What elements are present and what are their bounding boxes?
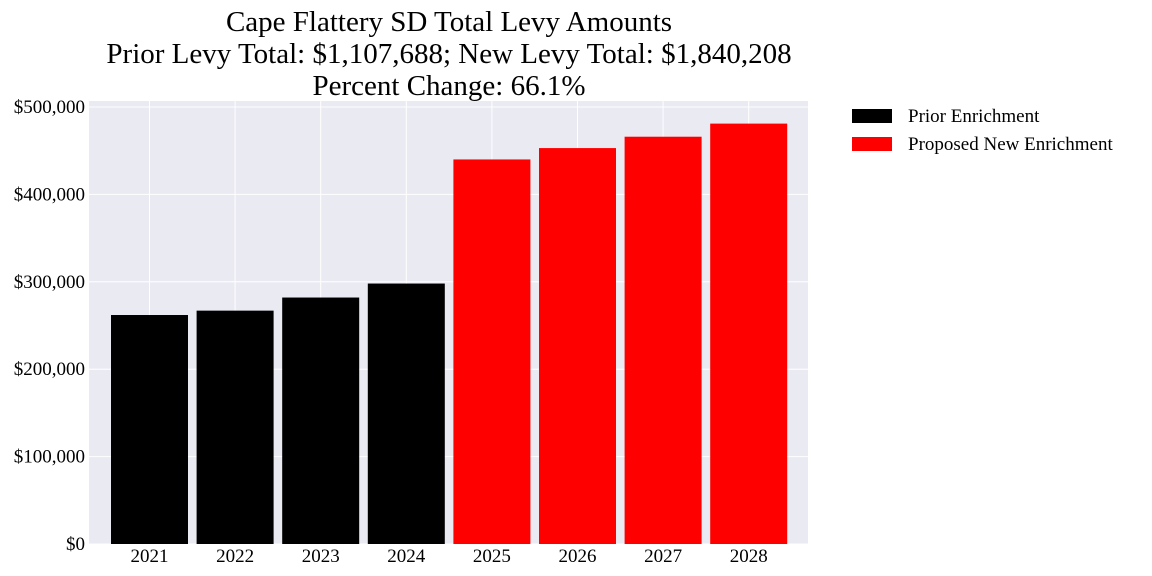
x-tick-label: 2028 xyxy=(730,546,768,567)
y-tick-label: $200,000 xyxy=(14,359,85,380)
bar xyxy=(367,283,445,544)
y-tick-label: $500,000 xyxy=(14,97,85,118)
bar xyxy=(539,148,616,544)
x-tick-label: 2026 xyxy=(559,546,597,567)
bar xyxy=(624,136,702,544)
bars xyxy=(111,123,788,544)
bar xyxy=(453,159,531,544)
bar xyxy=(282,297,360,544)
legend-swatch xyxy=(852,109,892,123)
legend: Prior Enrichment Proposed New Enrichment xyxy=(852,106,1113,155)
chart-title-line-3: Percent Change: 66.1% xyxy=(312,70,585,102)
x-tick-label: 2023 xyxy=(302,546,340,567)
x-tick-label: 2022 xyxy=(216,546,254,567)
x-tick-label: 2025 xyxy=(473,546,511,567)
bar xyxy=(196,310,274,544)
x-tick-label: 2024 xyxy=(387,546,426,567)
y-tick-label: $400,000 xyxy=(14,184,85,205)
bar xyxy=(111,315,188,544)
y-tick-label: $100,000 xyxy=(14,447,85,468)
legend-swatch xyxy=(852,137,892,151)
x-tick-label: 2027 xyxy=(644,546,682,567)
y-axis-tick-labels: $0 $100,000 $200,000 $300,000 $400,000 $500,0… xyxy=(14,97,85,555)
y-tick-label: $300,000 xyxy=(14,272,85,293)
chart-title-line-1: Cape Flattery SD Total Levy Amounts xyxy=(226,6,672,38)
x-axis-tick-labels: 2021 2022 2023 2024 2025 2026 2027 2028 xyxy=(131,546,768,567)
bar xyxy=(710,123,788,544)
chart-title: Cape Flattery SD Total Levy Amounts Prio… xyxy=(106,6,791,102)
y-tick-label: $0 xyxy=(66,534,85,555)
x-tick-label: 2021 xyxy=(131,546,169,567)
legend-label: Prior Enrichment xyxy=(908,106,1040,127)
chart-title-line-2: Prior Levy Total: $1,107,688; New Levy T… xyxy=(106,38,791,70)
legend-label: Proposed New Enrichment xyxy=(908,134,1113,155)
